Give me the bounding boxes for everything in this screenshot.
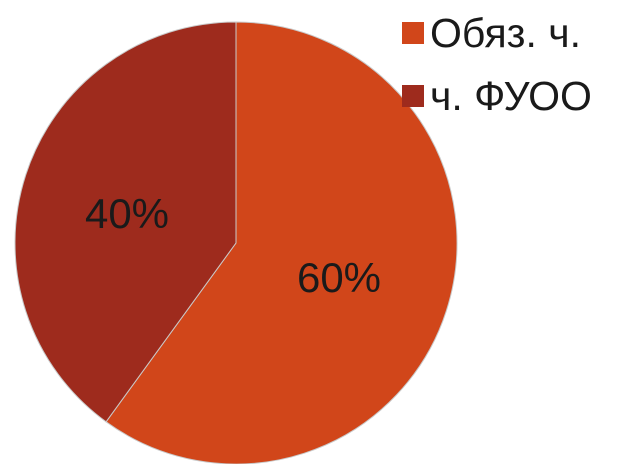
legend-swatch-1 xyxy=(402,85,424,107)
pie-slice-1 xyxy=(14,21,237,423)
slice-label-0: 60% xyxy=(297,254,381,301)
legend-swatch-0 xyxy=(402,22,424,44)
legend-item-1: ч. ФУОО xyxy=(402,69,592,123)
legend-label-1: ч. ФУОО xyxy=(430,72,592,119)
legend: Обяз. ч. ч. ФУОО xyxy=(402,6,592,132)
legend-item-0: Обяз. ч. xyxy=(402,6,592,60)
legend-label-0: Обяз. ч. xyxy=(430,9,582,56)
slice-label-1: 40% xyxy=(85,190,169,237)
pie-slice-0 xyxy=(105,21,458,464)
pie-slices xyxy=(14,21,458,464)
